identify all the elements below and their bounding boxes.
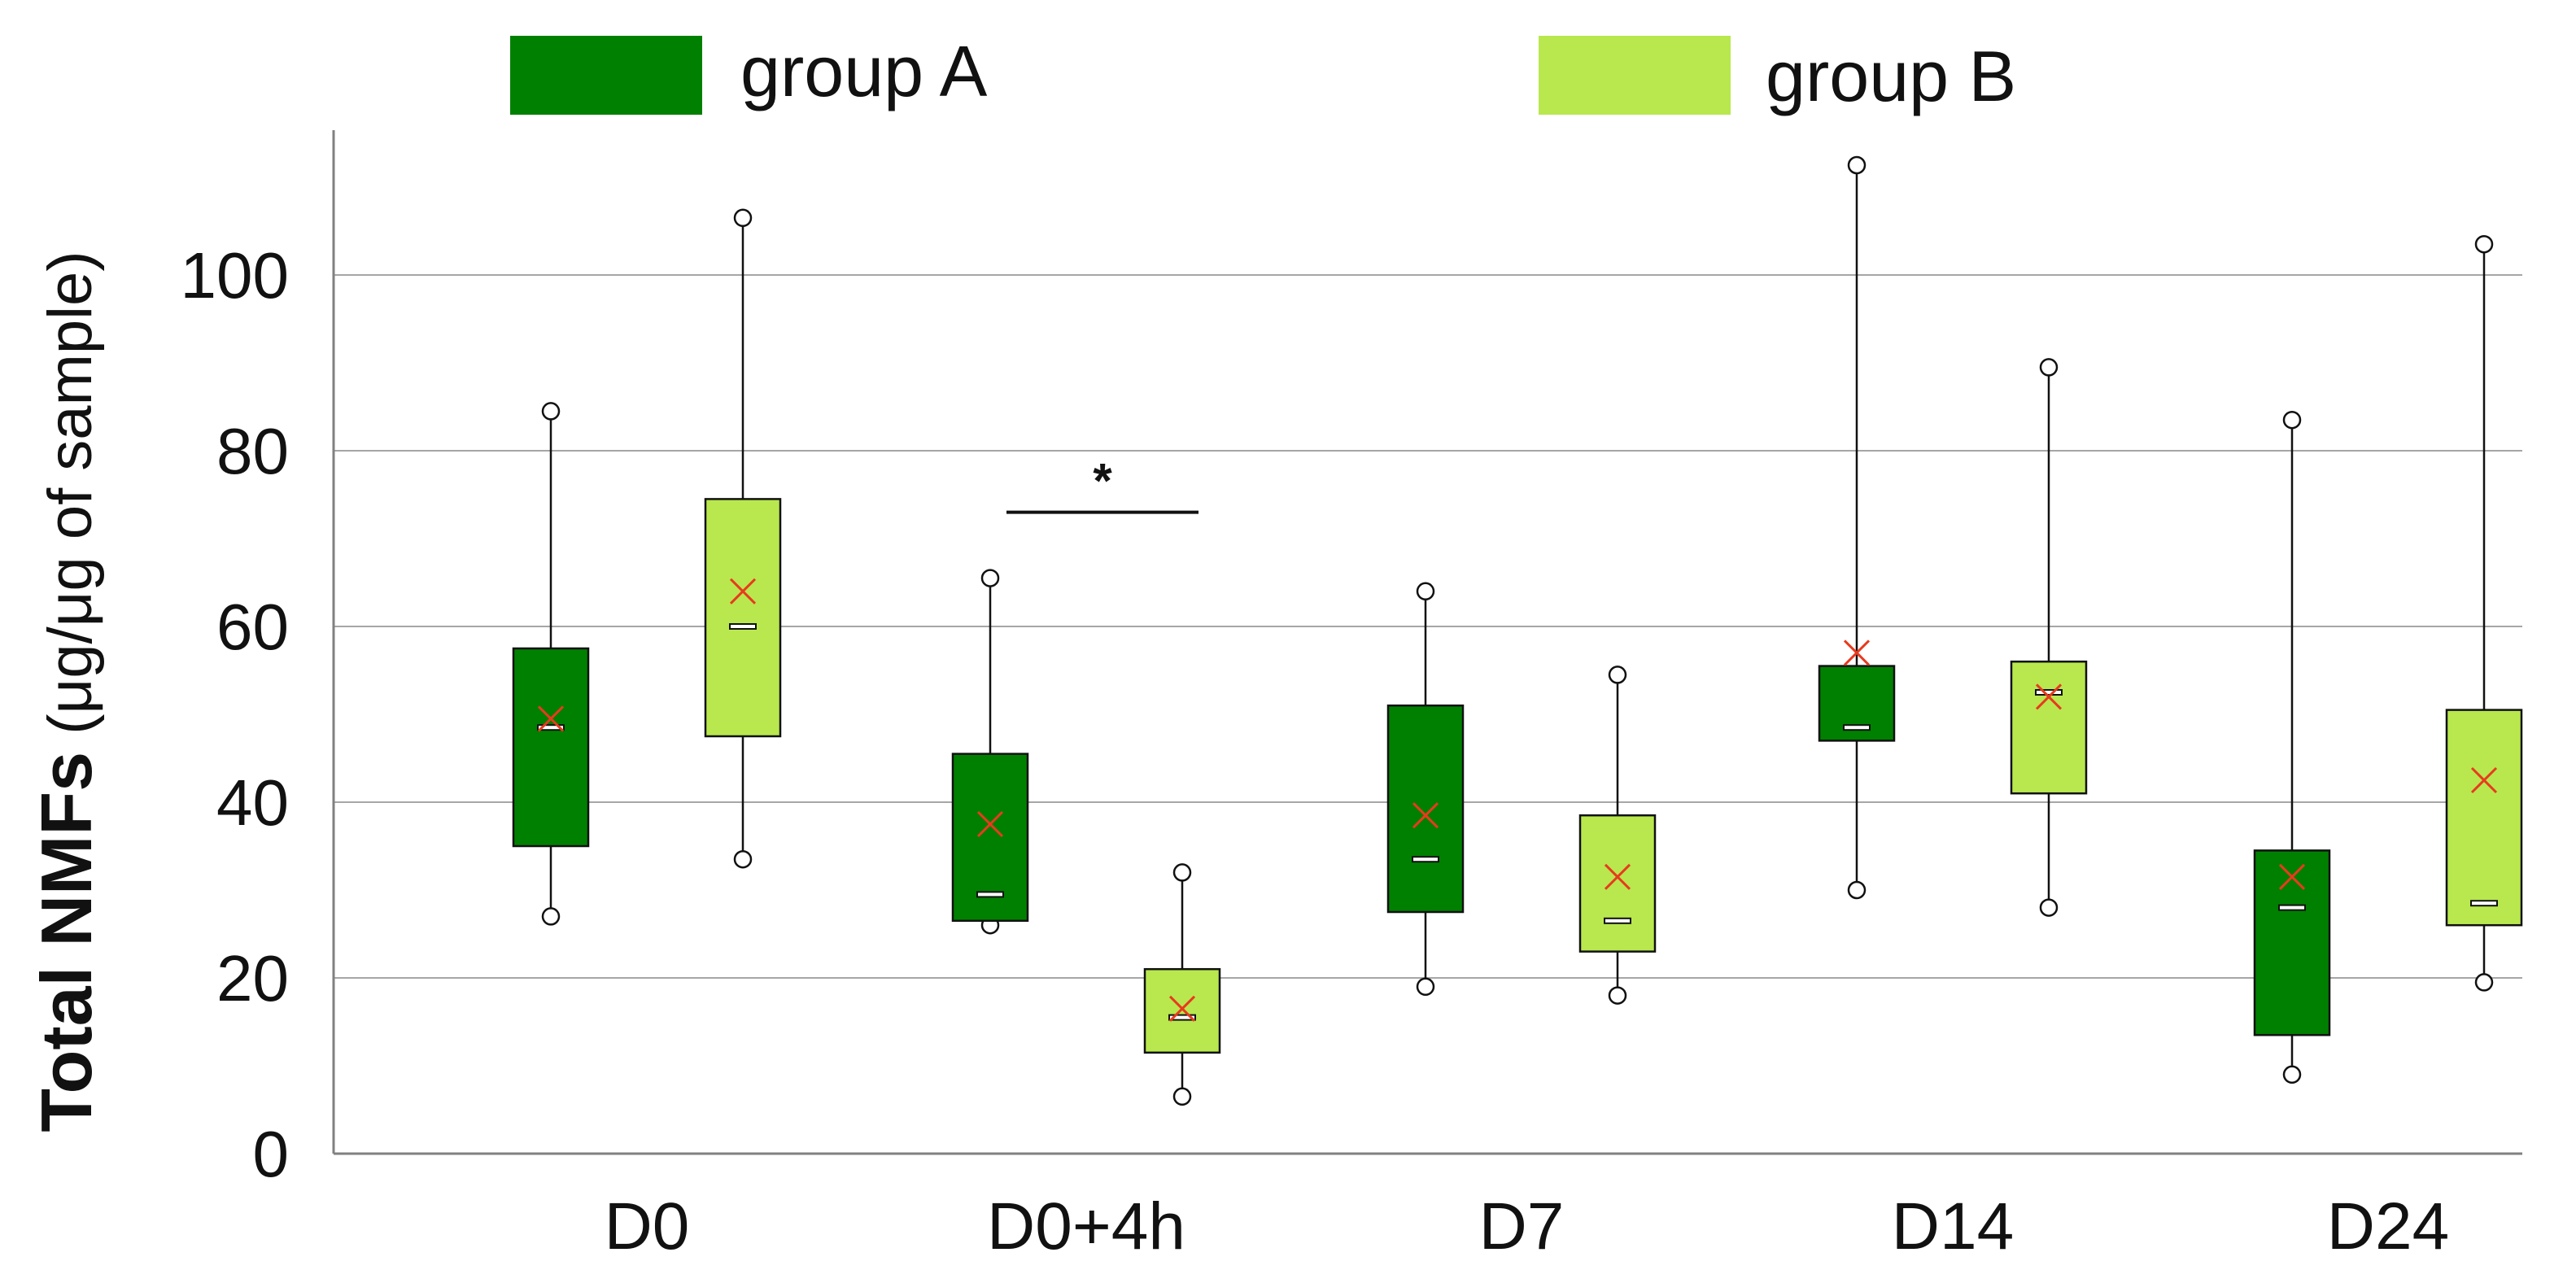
mean-marker (1604, 863, 1631, 890)
mean-marker-stroke-2 (2470, 766, 2498, 794)
grid (334, 274, 2522, 979)
box-group-A-D0+4h (951, 569, 1029, 935)
whisker-max-marker (1608, 666, 1627, 684)
box-group-B-D14 (2010, 358, 2088, 917)
mean-marker (2278, 863, 2306, 890)
box-iqr (2010, 660, 2088, 795)
box-group-A-D0 (512, 402, 590, 926)
y-tick-label-0: 0 (253, 1118, 290, 1190)
box-group-A-D7 (1386, 582, 1465, 997)
median-line (976, 891, 1004, 898)
box-iqr (1386, 704, 1465, 914)
whisker-max-marker (541, 402, 561, 421)
median-line (729, 623, 757, 630)
y-axis-title: Total NMFs (μg/μg of sample) (26, 251, 107, 1132)
y-axis-title-bold: Total NMFs (26, 752, 107, 1132)
y-axis-title-rest: (μg/μg of sample) (36, 251, 105, 752)
mean-marker (1412, 802, 1439, 829)
median-line (2278, 904, 2306, 911)
mean-marker-stroke-2 (2278, 863, 2306, 890)
mean-marker-stroke-2 (1168, 995, 1196, 1022)
median-line (1843, 724, 1871, 731)
mean-marker (729, 578, 757, 604)
median-line (1168, 1014, 1196, 1021)
mean-marker (976, 810, 1004, 838)
median-line (2470, 900, 2498, 907)
box-iqr (1578, 814, 1657, 953)
axes: 0 20 40 60 80 100 D0 D0+4h D7 D14 D24 (181, 130, 2522, 1263)
mean-marker-stroke-2 (1412, 802, 1439, 829)
y-tick-label-40: 40 (216, 766, 289, 839)
median-line (2035, 689, 2063, 696)
whisker-max-marker (1416, 582, 1435, 601)
mean-marker-stroke-2 (1604, 863, 1631, 890)
x-tick-label-d24: D24 (2327, 1189, 2449, 1263)
whisker-min-marker (2282, 1065, 2302, 1084)
whisker-max-marker (2474, 234, 2494, 254)
y-tick-label-100: 100 (181, 239, 289, 312)
whisker-max-marker (2039, 358, 2059, 377)
y-tick-label-60: 60 (216, 591, 289, 663)
whisker-min-marker (1416, 977, 1435, 997)
x-tick-label-d0: D0 (605, 1189, 690, 1263)
box-iqr (704, 498, 782, 738)
plot-area (512, 155, 2523, 1106)
whisker-min-marker (541, 907, 561, 926)
whisker-max-marker (980, 569, 1000, 587)
box-iqr (512, 647, 590, 848)
legend: group A group B (510, 31, 2016, 116)
mean-marker-stroke-2 (729, 578, 757, 604)
median-line (537, 724, 565, 731)
whisker-min-marker (1608, 986, 1627, 1005)
box-group-A-D24 (2253, 410, 2331, 1084)
mean-marker-stroke-2 (537, 705, 565, 732)
y-tick-label-20: 20 (216, 942, 289, 1015)
mean-marker-stroke-2 (1843, 639, 1871, 666)
whisker-min-marker (1172, 1087, 1192, 1106)
mean-marker-stroke-2 (976, 810, 1004, 838)
mean-marker-stroke-2 (2035, 683, 2063, 710)
legend-label-group-a: group A (740, 31, 988, 111)
mean-marker (2035, 683, 2063, 710)
mean-marker (537, 705, 565, 732)
legend-swatch-group-a (510, 36, 702, 115)
box-group-B-D24 (2445, 234, 2523, 992)
annotations: * (1006, 454, 1198, 514)
box-iqr (1143, 967, 1221, 1054)
box-iqr (2445, 709, 2523, 927)
box-group-B-D0 (704, 208, 782, 869)
x-tick-label-d7: D7 (1479, 1189, 1565, 1263)
median-line (1412, 856, 1439, 863)
whisker-max-marker (1172, 863, 1192, 882)
mean-marker (1843, 639, 1871, 666)
box-group-A-D14 (1818, 155, 1896, 900)
whisker-max-marker (733, 208, 753, 228)
whisker-max-marker (1847, 155, 1867, 175)
legend-label-group-b: group B (1766, 36, 2016, 116)
legend-swatch-group-b (1539, 36, 1731, 115)
whisker-min-marker (2474, 973, 2494, 992)
box-group-B-D7 (1578, 666, 1657, 1005)
x-tick-label-d14: D14 (1892, 1189, 2014, 1263)
box-iqr (2253, 849, 2331, 1036)
whisker-min-marker (2039, 898, 2059, 917)
whisker-min-marker (1847, 880, 1867, 900)
median-line (1604, 917, 1631, 924)
whisker-max-marker (2282, 410, 2302, 430)
y-tick-label-80: 80 (216, 415, 289, 487)
whisker-min-marker (733, 849, 753, 869)
significance-star: * (1093, 454, 1112, 508)
x-tick-label-d0-4h: D0+4h (987, 1189, 1185, 1263)
mean-marker (1168, 995, 1196, 1022)
mean-marker (2470, 766, 2498, 794)
box-group-B-D0+4h (1143, 863, 1221, 1106)
